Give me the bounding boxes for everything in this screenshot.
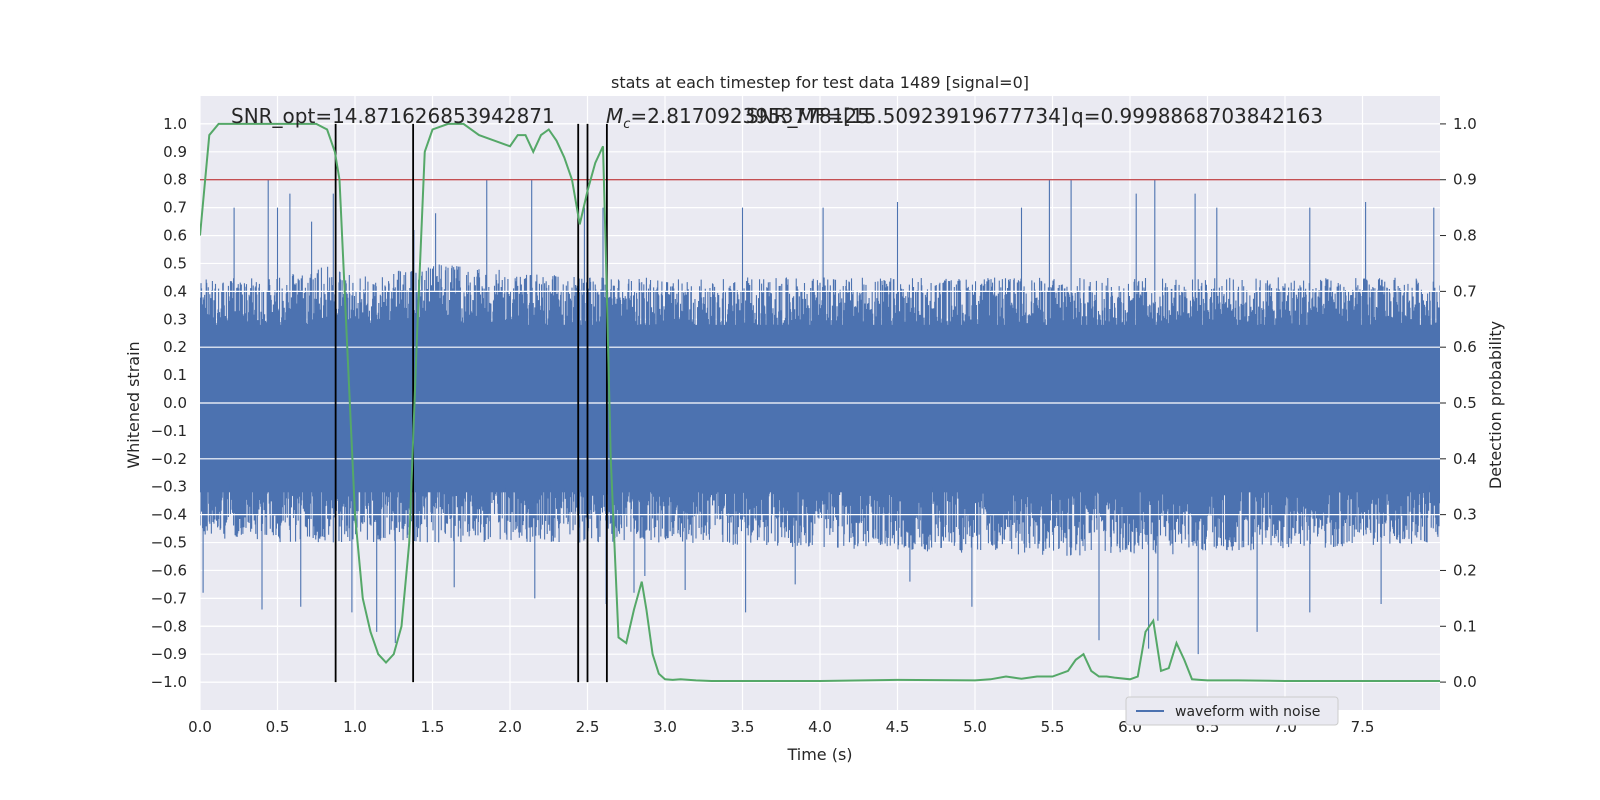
y-tick-label-left: 0.7 bbox=[163, 199, 187, 217]
chirp-mass-annotation: Mc=2.8170923953778125 bbox=[606, 104, 870, 132]
y-tick-label-left: 0.1 bbox=[163, 366, 187, 384]
y-tick-label-left: −0.3 bbox=[151, 478, 187, 496]
y-tick-label-left: 0.4 bbox=[163, 282, 187, 300]
y-tick-label-left: −0.4 bbox=[151, 506, 187, 524]
x-tick-label: 0.0 bbox=[188, 718, 212, 736]
y-ticks-left: 1.0 0.9 0.8 0.7 0.6 0.5 0.4 0.3 0.2 0.1 0.0 −0.1 −0.… bbox=[151, 115, 187, 691]
y-tick-label-left: 1.0 bbox=[163, 115, 187, 133]
x-tick-label: 4.0 bbox=[808, 718, 832, 736]
y-axis-label-right: Detection probability bbox=[1486, 321, 1505, 489]
x-tick-label: 1.0 bbox=[343, 718, 367, 736]
y-tick-label-left: −0.1 bbox=[151, 422, 187, 440]
y-tick-label-left: 0.2 bbox=[163, 338, 187, 356]
y-tick-label-right: 0.7 bbox=[1453, 282, 1477, 300]
snr-mf-annotation: SNR_MF=[15.50923919677734] bbox=[746, 104, 1069, 128]
y-tick-label-left: 0.0 bbox=[163, 394, 187, 412]
y-tick-label-left: 0.3 bbox=[163, 310, 187, 328]
y-tick-label-left: −0.6 bbox=[151, 561, 187, 579]
y-tick-label-left: −0.9 bbox=[151, 645, 187, 663]
x-tick-label: 2.0 bbox=[498, 718, 522, 736]
y-tick-label-left: 0.9 bbox=[163, 143, 187, 161]
probability-line bbox=[200, 122, 1440, 682]
x-tick-label: 4.5 bbox=[886, 718, 910, 736]
y-tick-label-right: 1.0 bbox=[1453, 115, 1477, 133]
y-ticks-right: 1.0 0.9 0.8 0.7 0.6 0.5 0.4 0.3 0.2 0.1 0.0 bbox=[1440, 115, 1477, 691]
x-tick-label: 7.5 bbox=[1351, 718, 1375, 736]
y-tick-label-right: 0.6 bbox=[1453, 338, 1477, 356]
legend: waveform with noise bbox=[1125, 696, 1339, 726]
y-tick-label-left: −0.7 bbox=[151, 589, 187, 607]
y-tick-label-right: 0.1 bbox=[1453, 617, 1477, 635]
y-tick-label-right: 0.3 bbox=[1453, 506, 1477, 524]
x-tick-label: 0.5 bbox=[266, 718, 290, 736]
x-tick-label: 2.5 bbox=[576, 718, 600, 736]
y-axis-label-left: Whitened strain bbox=[124, 341, 143, 468]
snr-opt-annotation: SNR_opt=14.871626853942871 bbox=[231, 104, 555, 128]
y-tick-label-left: 0.5 bbox=[163, 254, 187, 272]
x-ticks: 0.0 0.5 1.0 1.5 2.0 2.5 3.0 3.5 4.0 4.5 5.0 5.5 6.0 6… bbox=[188, 718, 1374, 736]
y-tick-label-right: 0.5 bbox=[1453, 394, 1477, 412]
probability-series bbox=[200, 122, 1440, 682]
y-tick-label-right: 0.2 bbox=[1453, 561, 1477, 579]
legend-box bbox=[1125, 696, 1339, 726]
x-tick-label: 3.5 bbox=[731, 718, 755, 736]
y-tick-label-right: 0.4 bbox=[1453, 450, 1477, 468]
chirp-mass-symbol: M bbox=[606, 104, 623, 128]
y-tick-label-left: −0.2 bbox=[151, 450, 187, 468]
x-tick-label: 3.0 bbox=[653, 718, 677, 736]
chirp-mass-value: =2.8170923953778125 bbox=[630, 104, 869, 128]
legend-label: waveform with noise bbox=[1175, 704, 1320, 720]
y-tick-label-left: −0.5 bbox=[151, 534, 187, 552]
x-tick-label: 5.5 bbox=[1041, 718, 1065, 736]
x-tick-label: 1.5 bbox=[421, 718, 445, 736]
x-tick-label: 5.0 bbox=[963, 718, 987, 736]
y-tick-label-right: 0.8 bbox=[1453, 227, 1477, 245]
y-tick-label-right: 0.9 bbox=[1453, 171, 1477, 189]
y-tick-label-left: −0.8 bbox=[151, 617, 187, 635]
mass-ratio-annotation: q=0.9998868703842163 bbox=[1071, 104, 1323, 128]
x-axis-label: Time (s) bbox=[786, 745, 852, 764]
y-tick-label-left: −1.0 bbox=[151, 673, 187, 691]
y-tick-label-right: 0.0 bbox=[1453, 673, 1477, 691]
y-tick-label-left: 0.6 bbox=[163, 227, 187, 245]
y-tick-label-left: 0.8 bbox=[163, 171, 187, 189]
chirp-mass-subscript: c bbox=[623, 117, 630, 132]
strain-series bbox=[200, 179, 1440, 655]
chart-title: stats at each timestep for test data 148… bbox=[611, 73, 1029, 92]
